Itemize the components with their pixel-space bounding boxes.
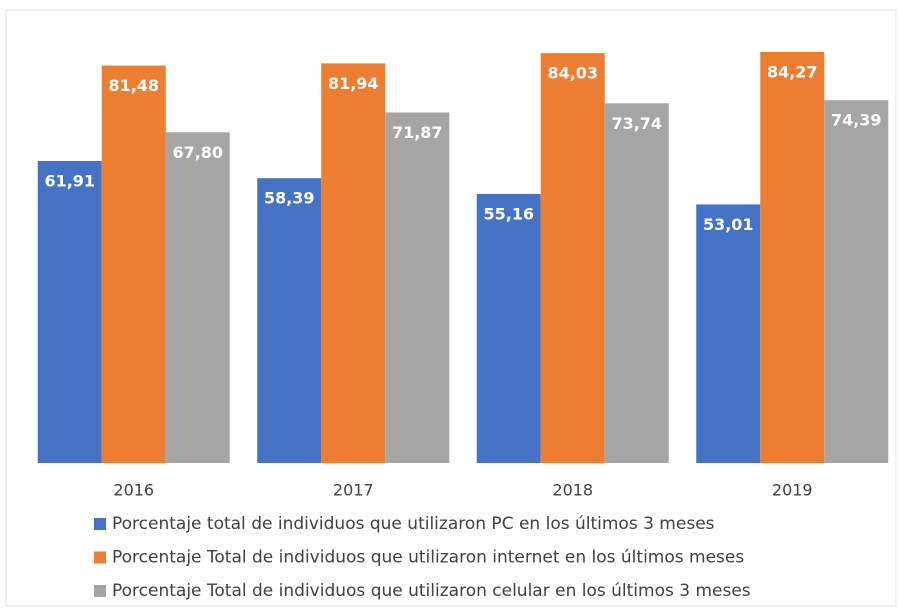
value-label: 67,80 xyxy=(172,143,223,162)
value-label: 84,27 xyxy=(767,62,818,81)
bar xyxy=(101,65,166,464)
value-label: 81,48 xyxy=(108,76,159,95)
legend-swatch xyxy=(94,551,106,564)
legend-swatch xyxy=(94,585,106,597)
bar xyxy=(824,100,889,463)
x-tick-label: 2018 xyxy=(552,481,593,500)
bar xyxy=(760,51,825,463)
x-tick-label: 2016 xyxy=(113,481,154,500)
value-label: 81,94 xyxy=(328,74,379,93)
bar xyxy=(257,178,322,463)
legend-label: Porcentaje total de individuos que utili… xyxy=(112,514,715,534)
x-tick-label: 2019 xyxy=(772,481,813,500)
bar xyxy=(476,193,541,463)
value-label: 61,91 xyxy=(44,172,95,191)
bar xyxy=(696,204,761,463)
bar xyxy=(540,53,605,464)
value-label: 84,03 xyxy=(547,64,598,83)
value-label: 53,01 xyxy=(703,215,754,234)
bar xyxy=(165,132,230,463)
legend-swatch xyxy=(94,518,106,530)
value-label: 71,87 xyxy=(392,123,443,142)
legend-label: Porcentaje Total de individuos que utili… xyxy=(112,548,744,568)
value-label: 73,74 xyxy=(611,114,662,133)
bar xyxy=(385,112,450,463)
bar xyxy=(604,103,669,463)
value-label: 58,39 xyxy=(264,189,315,208)
x-tick-label: 2017 xyxy=(333,481,374,500)
legend-label: Porcentaje Total de individuos que utili… xyxy=(112,581,751,601)
value-label: 74,39 xyxy=(831,111,882,130)
value-label: 55,16 xyxy=(483,204,534,223)
bar xyxy=(37,161,102,463)
bar xyxy=(321,63,386,464)
